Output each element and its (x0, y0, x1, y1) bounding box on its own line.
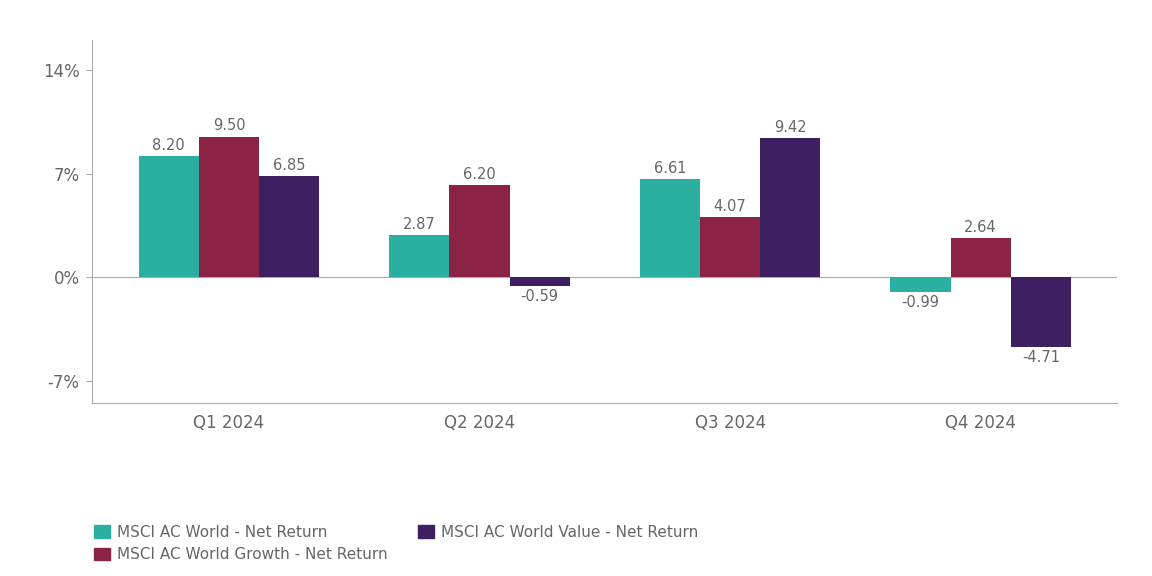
Text: 9.42: 9.42 (774, 120, 806, 135)
Bar (950, 238, 1010, 277)
Bar (639, 179, 700, 277)
Text: 9.50: 9.50 (213, 118, 245, 133)
Text: -0.99: -0.99 (902, 295, 940, 310)
Bar (449, 185, 509, 277)
Text: -4.71: -4.71 (1022, 350, 1060, 365)
Bar (760, 138, 820, 277)
Text: 8.20: 8.20 (152, 138, 185, 153)
Bar (700, 217, 760, 277)
Bar (1010, 277, 1071, 347)
Bar (259, 176, 319, 277)
Text: 2.64: 2.64 (964, 220, 996, 235)
Text: 6.61: 6.61 (653, 161, 687, 176)
Bar (199, 137, 259, 277)
Text: -0.59: -0.59 (521, 289, 559, 304)
Text: 4.07: 4.07 (714, 199, 746, 214)
Text: 2.87: 2.87 (403, 217, 435, 232)
Bar (389, 235, 449, 277)
Bar (138, 156, 199, 277)
Text: 6.85: 6.85 (273, 158, 305, 173)
Bar (890, 277, 950, 292)
Legend: MSCI AC World - Net Return, MSCI AC World Growth - Net Return, MSCI AC World Val: MSCI AC World - Net Return, MSCI AC Worl… (89, 518, 705, 569)
Bar (509, 277, 570, 286)
Text: 6.20: 6.20 (463, 167, 495, 182)
